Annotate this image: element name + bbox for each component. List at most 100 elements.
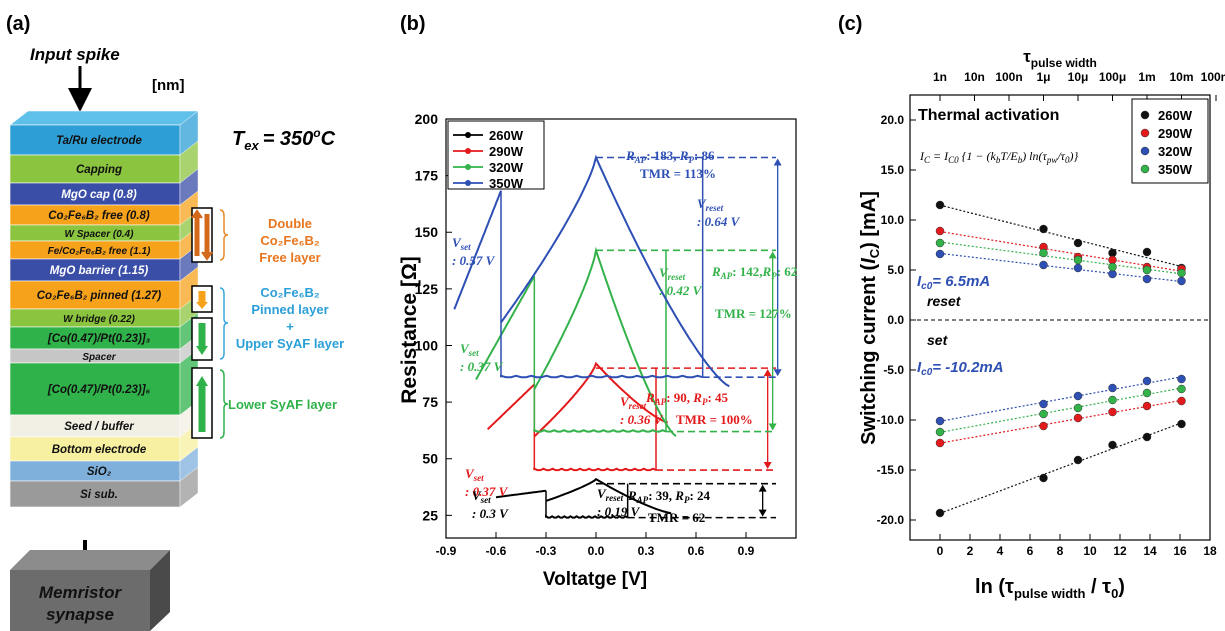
pinned-text-1: Co₂Fe₆B₂ [260,285,320,300]
c-point-reset-350W [1142,265,1152,275]
b-vreset-V: V [620,394,630,409]
b-legend-marker-260W [465,132,471,138]
b-vreset-sub: reset [629,401,647,411]
memristor-top [10,550,170,570]
b-ytick-label: 75 [422,394,438,410]
c-point-reset-350W [1177,268,1186,278]
chart-b-ylabel: Resistance [Ω] [398,256,421,404]
c-point-set-320W [1142,376,1152,386]
b-tmr-label-1: TMR = 127% [715,306,792,321]
layer-label-10: Spacer [82,352,116,363]
b-rap-value: : 90, [666,390,693,405]
b-vreset-V: V [597,486,607,501]
c-ytick-label: -15.0 [877,463,905,477]
b-ytick-label: 100 [415,337,439,353]
panel-label-c: (c) [838,13,862,35]
c-point-set-350W [1073,403,1083,413]
b-ytick-label: 50 [422,451,438,467]
memristor-label-1: Memristor [39,583,123,602]
b-vreset-value: : 0.64 V [697,214,741,229]
b-vset-sub: set [460,242,471,252]
layer-label-11: [Co(0.47)/Pt(0.23)]₆ [47,384,151,396]
free-layer-arrowheads-icon [191,209,213,261]
c-point-set-290W [935,438,945,448]
c-point-reset-320W [1039,260,1048,270]
pinned-text-4: Upper SyAF layer [236,336,344,351]
c-point-reset-260W [1073,238,1083,248]
c-legend-marker-260W [1140,110,1150,120]
b-legend-marker-320W [465,164,471,170]
pinned-arrowhead-icon [196,302,208,309]
b-xtick-label: 0.3 [638,544,655,558]
b-rap-R: R [645,390,655,405]
b-rp-R: R [692,390,702,405]
pinned-text-2: Pinned layer [251,302,328,317]
c-toptick-label: 100n [995,70,1022,84]
c-ytick-label: 20.0 [881,113,905,127]
lower-syaf-arrowhead-icon [196,376,208,386]
chart-b-ticks: -0.9 -0.6 -0.3 0.0 0.3 0.6 0.9 25 50 75 100 125 150 1… [415,111,755,558]
c-point-reset-350W [1039,248,1048,258]
b-xtick-label: -0.6 [486,544,507,558]
c-xtick-label: 18 [1203,544,1217,558]
b-vreset-label-2: Vreset: 0.36 V [620,394,664,427]
b-vreset-sub: reset [706,203,724,213]
c-xtick-label: 10 [1083,544,1097,558]
layer-stack: Ta/Ru electrode Capping MgO cap (0.8) Co₂Fe… [9,110,199,508]
b-vset-V: V [452,235,462,250]
layer-1 [9,154,181,184]
layer-label-8: W bridge (0.22) [63,314,135,325]
c-toptick-label: 100μ [1099,70,1126,84]
reset-ic0-label: Ic0= 6.5mA [917,273,990,292]
c-legend-label-350W: 350W [1158,162,1193,177]
b-vset-sub: set [473,473,484,483]
b-tmr-arrowheads-260W [758,484,767,517]
c-point-set-290W [1177,396,1186,406]
b-rp-R: R [674,488,684,503]
c-point-set-350W [935,427,945,437]
layer-11 [9,362,181,416]
b-legend-label-320W: 320W [489,160,524,175]
c-point-set-290W [1039,421,1048,431]
b-xtick-label: -0.9 [436,544,457,558]
c-legend-marker-290W [1140,128,1150,138]
c-xtick-label: 8 [1057,544,1064,558]
lower-syaf-brace [219,369,229,439]
c-toptick-label: 1n [933,70,947,84]
b-legend-label-260W: 260W [489,128,524,143]
c-legend-marker-350W [1140,164,1150,174]
b-rap-sub: AP [654,397,667,407]
b-rp-R: R [679,148,689,163]
layer-label-0: Ta/Ru electrode [56,135,142,147]
c-point-set-260W [1073,455,1083,465]
chart-c-points [935,200,1186,518]
c-point-set-290W [1108,407,1117,417]
c-point-reset-320W [935,249,945,259]
panel-label-b: (b) [400,13,426,35]
b-vreset-label-0: Vreset: 0.64 V [697,196,741,229]
lower-syaf-annotation: Lower SyAF layer [191,367,337,439]
b-rap-R: R [627,488,637,503]
b-rap-value: : 142, [732,264,762,279]
stack-top-face [9,110,199,126]
pinned-text-3: + [286,319,294,334]
chart-c-ylabel: Switching current (IC) [mA] [858,191,882,445]
b-vreset-V: V [697,196,707,211]
b-legend-label-350W: 350W [489,176,524,191]
c-legend-marker-320W [1140,146,1150,156]
c-toptick-label: 10n [964,70,985,84]
c-point-reset-350W [935,238,945,248]
c-ytick-label: 10.0 [881,213,905,227]
b-vset-sub: set [480,495,491,505]
c-fit-set-320W [939,376,1182,422]
tex-label: Tex = 350oC [232,126,336,153]
c-fit-set-350W [939,387,1182,433]
b-curve-260W-low [545,514,629,519]
c-xtick-label: 2 [967,544,974,558]
switching-current-chart: 0 2 4 6 8 10 12 14 16 18 20.0 15.0 10.0 5.0 0.0 -5.0 -10… [858,47,1225,601]
memristor-front [10,570,150,631]
memristor-label-2: synapse [46,605,114,624]
b-rp-value: : 45 [707,390,728,405]
c-ytick-label: -5.0 [883,363,904,377]
